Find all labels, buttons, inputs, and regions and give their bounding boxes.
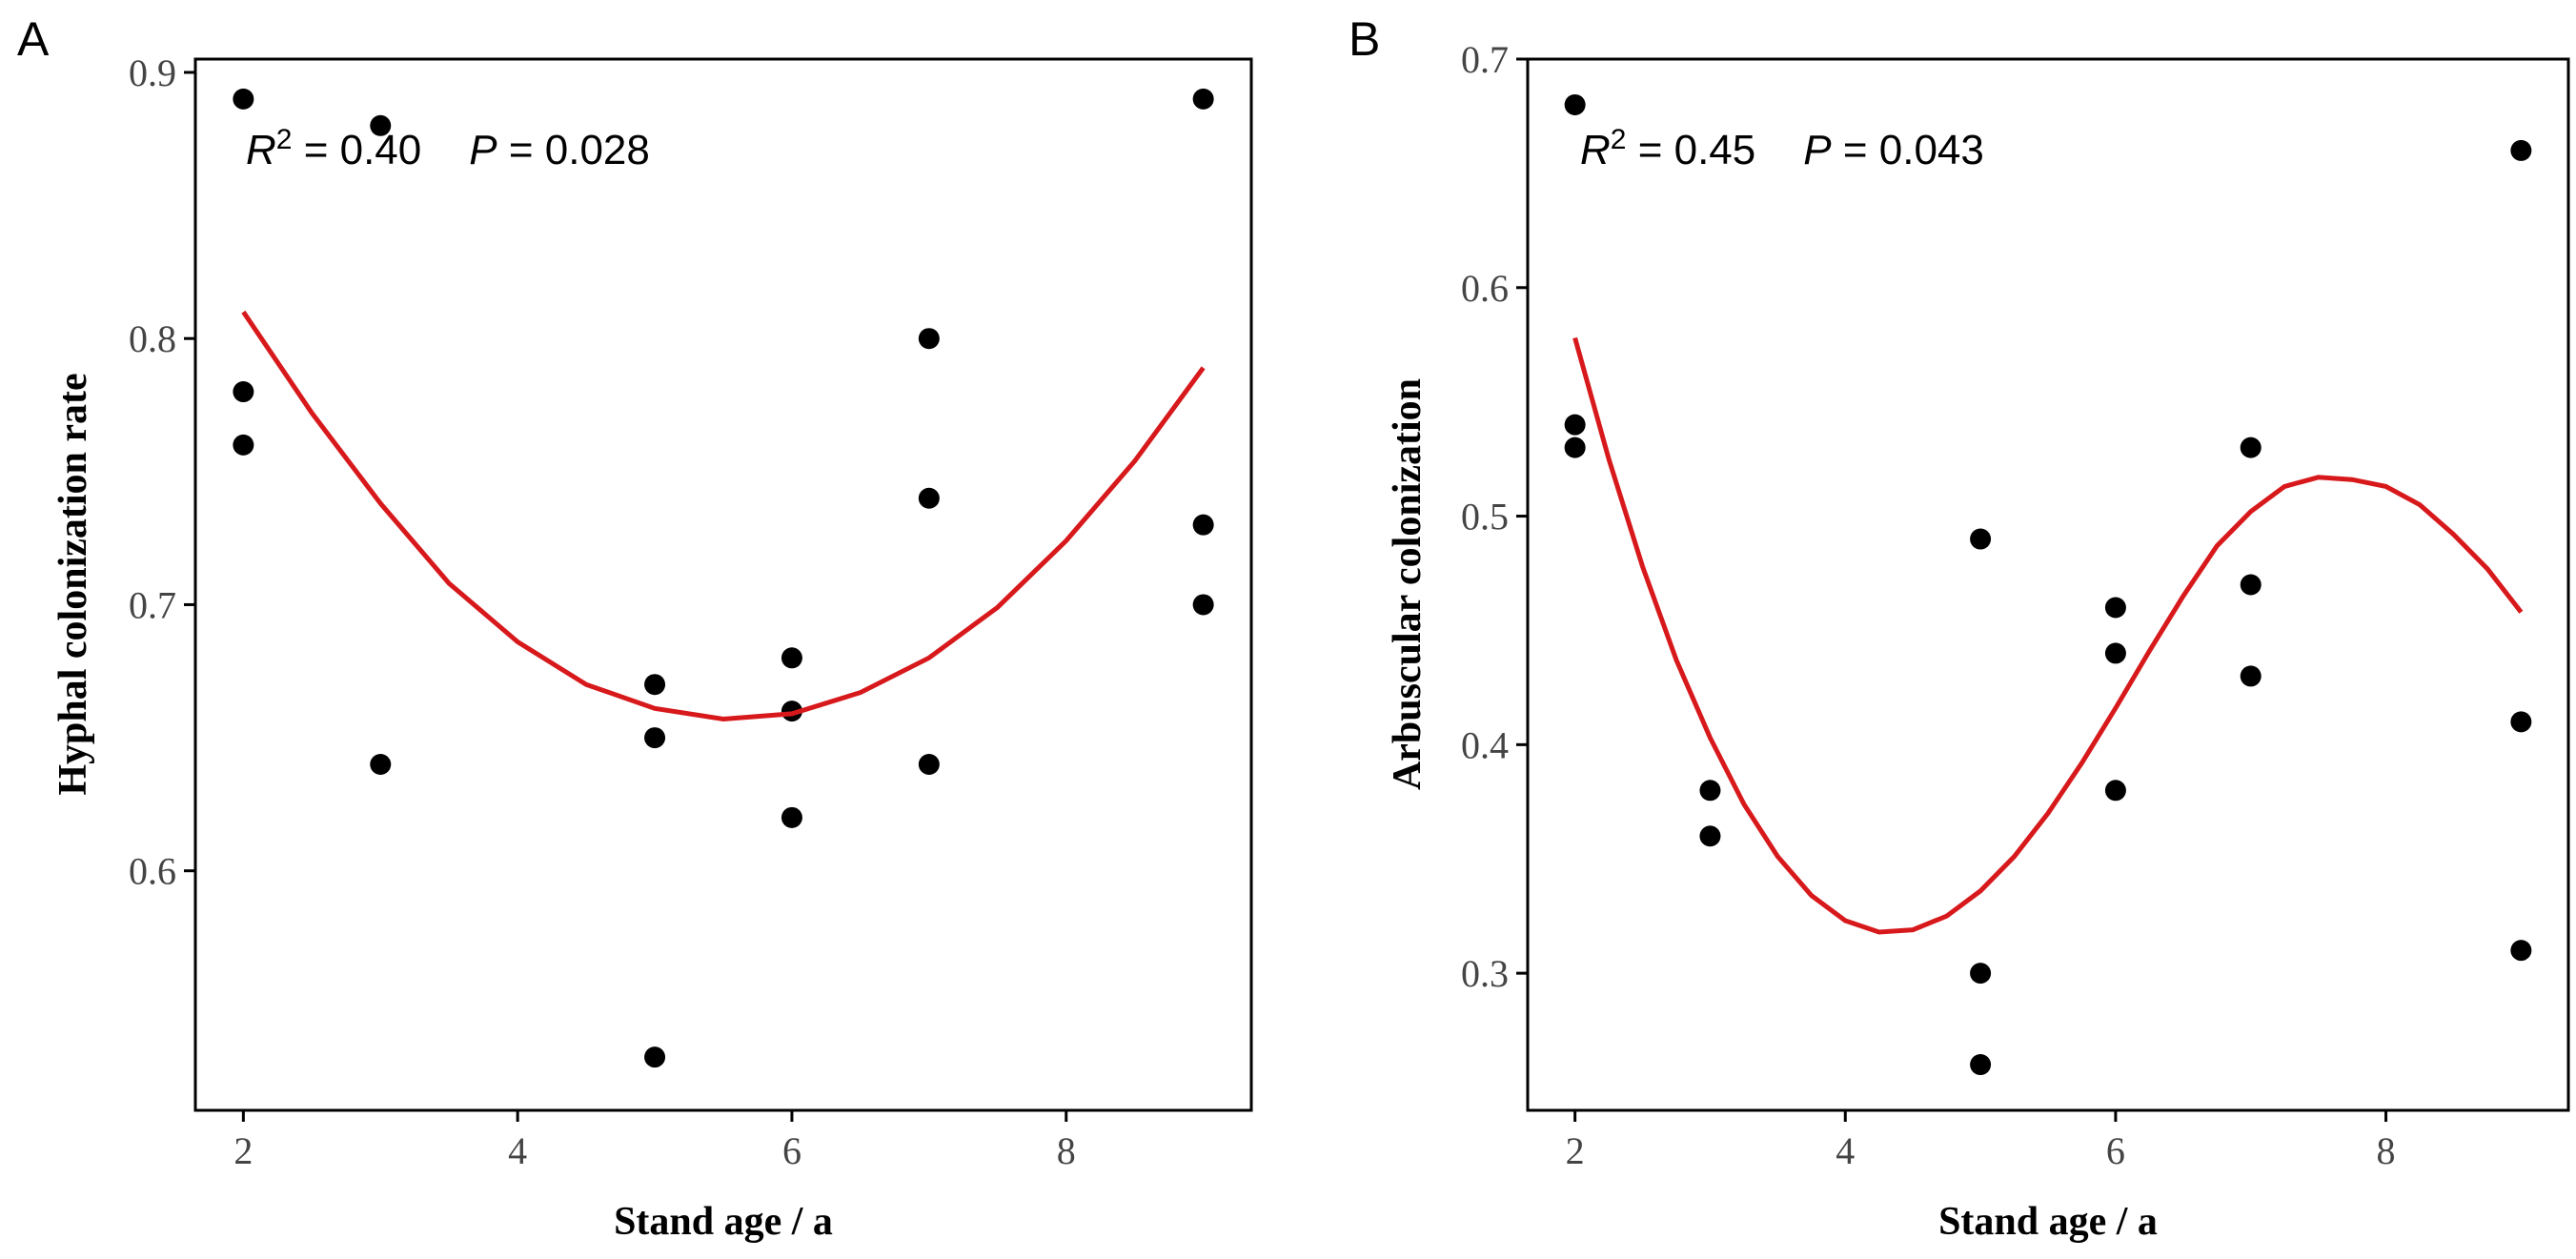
panel-b-y-tick-label: 0.4 xyxy=(1461,723,1509,766)
panel-a-y-tick-label: 0.7 xyxy=(129,583,176,626)
panel-a-x-axis: 2 4 6 8 xyxy=(233,1110,1076,1172)
panel-b-x-tick-label: 8 xyxy=(2377,1129,2396,1172)
panel-b-data-point xyxy=(1970,1054,1992,1076)
panel-b-data-point xyxy=(2510,940,2532,962)
panel-a-plot-frame xyxy=(193,57,1253,1112)
panel-b-stats: R2 = 0.45 P = 0.043 xyxy=(1580,124,1984,174)
panel-b-data-point xyxy=(2240,574,2262,596)
panel-a-r2-value: = 0.40 xyxy=(292,127,421,173)
panel-a-data-point xyxy=(644,1046,666,1068)
panel-b-data-point xyxy=(1564,414,1586,436)
panel-a-p-value: = 0.028 xyxy=(497,127,650,173)
panel-a-y-axis-title: Hyphal colonization rate xyxy=(51,373,95,795)
panel-a-data-point xyxy=(1192,88,1214,110)
panel-b-x-tick-label: 6 xyxy=(2106,1129,2125,1172)
panel-b-data-point xyxy=(1564,93,1586,115)
panel-a-fit-curve xyxy=(241,310,1206,722)
panel-a-data-point xyxy=(644,727,666,749)
panel-b-x-axis: 2 4 6 8 xyxy=(1566,1110,2396,1172)
panel-b-data-point xyxy=(2240,437,2262,458)
panel-a-data-point xyxy=(1192,514,1214,536)
panel-a-r2-symbol: R xyxy=(246,127,276,173)
panel-b-p-symbol: P xyxy=(1803,127,1832,173)
panel-a-data-point xyxy=(233,434,254,456)
panel-b-data-point xyxy=(2510,139,2532,161)
panel-a-data-point xyxy=(918,753,940,775)
panel-b-y-axis: 0.3 0.4 0.5 0.6 0.7 xyxy=(1461,38,1528,995)
panel-b-points xyxy=(1564,93,2532,1076)
panel-a-data-point xyxy=(1192,594,1214,616)
panel-a-x-tick-label: 6 xyxy=(782,1129,801,1172)
panel-b-x-tick-label: 2 xyxy=(1566,1129,1585,1172)
panel-b-y-tick-label: 0.3 xyxy=(1461,952,1509,995)
panel-a-data-point xyxy=(370,114,392,136)
panel-a-data-point xyxy=(781,806,802,828)
panel-b-data-point xyxy=(2104,780,2126,802)
panel-b-data-point xyxy=(1970,963,1992,985)
panel-a-data-point xyxy=(918,487,940,509)
panel-b-y-tick-label: 0.5 xyxy=(1461,496,1509,538)
panel-a-data-point xyxy=(370,753,392,775)
panel-b-p-value: = 0.043 xyxy=(1832,127,1984,173)
panel-b-r2-value: = 0.45 xyxy=(1626,127,1755,173)
panel-a-data-point xyxy=(233,381,254,403)
panel-a-data-point xyxy=(233,88,254,110)
panel-a-y-tick-label: 0.9 xyxy=(129,51,176,94)
panel-b-data-point xyxy=(1699,825,1721,847)
panel-a-data-point xyxy=(918,328,940,350)
panel-b-data-point xyxy=(1564,437,1586,458)
panel-b-x-axis-title: Stand age / a xyxy=(1938,1200,2158,1244)
panel-a-letter: A xyxy=(17,12,50,66)
panel-a-stats: R2 = 0.40 P = 0.028 xyxy=(246,124,650,174)
panel-b-r2-sup: 2 xyxy=(1611,124,1627,155)
panel-b-data-point xyxy=(1699,780,1721,802)
panel-a-x-axis-title: Stand age / a xyxy=(614,1200,833,1244)
panel-a-p-symbol: P xyxy=(469,127,497,173)
panel-a-x-tick-label: 4 xyxy=(508,1129,527,1172)
panel-a-r2-sup: 2 xyxy=(276,124,293,155)
panel-b-data-point xyxy=(2240,665,2262,687)
panel-a-x-tick-label: 2 xyxy=(233,1129,253,1172)
panel-b-y-axis-title: Arbuscular colonization xyxy=(1386,378,1430,790)
panel-b-data-point xyxy=(1970,528,1992,550)
panel-a-data-point xyxy=(781,647,802,669)
panel-b-data-point xyxy=(2104,597,2126,619)
panel-a-y-tick-label: 0.6 xyxy=(129,850,176,893)
panel-a-points xyxy=(233,88,1214,1068)
panel-a-y-axis: 0.6 0.7 0.8 0.9 xyxy=(129,51,195,893)
panel-b-letter: B xyxy=(1349,12,1380,66)
panel-a-x-tick-label: 8 xyxy=(1057,1129,1076,1172)
panel-a-y-tick-label: 0.8 xyxy=(129,317,176,360)
panel-b-y-tick-label: 0.6 xyxy=(1461,267,1509,310)
panel-b-r2-symbol: R xyxy=(1580,127,1611,173)
panel-b-data-point xyxy=(2104,642,2126,664)
panel-b-x-tick-label: 4 xyxy=(1836,1129,1855,1172)
panel-b-data-point xyxy=(2510,711,2532,733)
panel-a-data-point xyxy=(644,674,666,696)
panel-b-y-tick-label: 0.7 xyxy=(1461,38,1509,81)
panel-b-fit-curve xyxy=(1572,336,2524,935)
panel-b-plot-frame xyxy=(1526,57,2570,1112)
